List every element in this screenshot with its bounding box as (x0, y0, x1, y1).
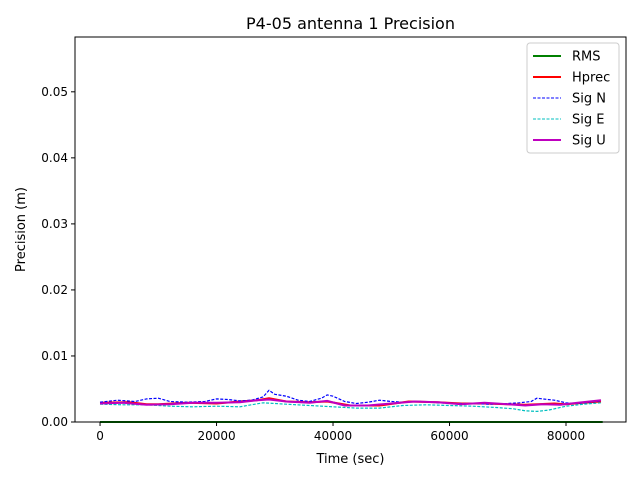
y-axis: 0.00 0.01 0.02 0.03 0.04 0.05 (41, 85, 75, 429)
legend-entries: RMS Hprec Sig N Sig E Sig U (533, 50, 610, 149)
y-tick-label: 0.02 (41, 283, 68, 297)
chart-title: P4-05 antenna 1 Precision (246, 14, 455, 33)
x-tick-label: 80000 (547, 429, 585, 443)
series-line-sig-n (99, 389, 602, 405)
series-line-sig-e (99, 402, 602, 412)
x-tick-label: 0 (96, 429, 104, 443)
legend-label: Sig N (572, 92, 606, 107)
legend-box (526, 42, 620, 154)
legend-label: Hprec (572, 71, 610, 86)
x-axis-label: Time (sec) (315, 452, 384, 467)
legend: RMS Hprec Sig N Sig E Sig U (526, 42, 620, 154)
legend-label: Sig U (572, 134, 606, 149)
series-line-sig-u (99, 398, 602, 407)
y-tick-label: 0.04 (41, 151, 68, 165)
y-tick-label: 0.05 (41, 85, 68, 99)
x-tick-label: 40000 (314, 429, 352, 443)
x-tick-label: 60000 (430, 429, 468, 443)
legend-label: Sig E (572, 113, 604, 128)
y-tick-label: 0.00 (41, 415, 68, 429)
legend-label: RMS (572, 50, 601, 65)
y-tick-label: 0.03 (41, 217, 68, 231)
x-axis: 0 20000 40000 60000 80000 (96, 422, 585, 443)
x-tick-label: 20000 (197, 429, 235, 443)
y-tick-label: 0.01 (41, 349, 68, 363)
plot-frame (74, 36, 627, 423)
y-axis-label: Precision (m) (14, 187, 29, 272)
